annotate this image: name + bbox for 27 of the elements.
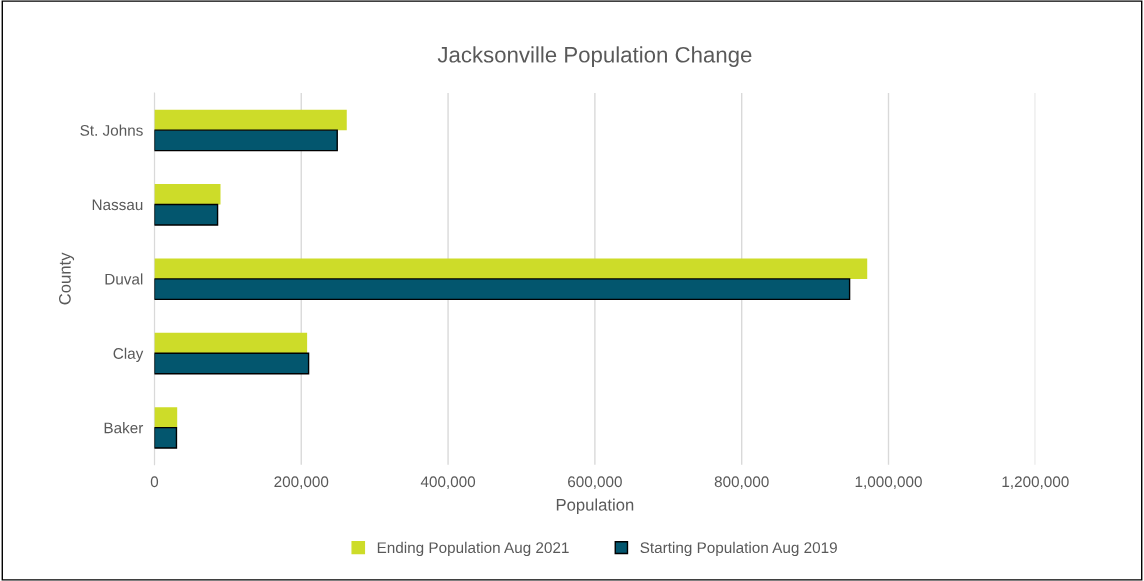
bar [154, 129, 338, 152]
y-tick-label: Clay [113, 347, 144, 362]
y-tick-label: Nassau [92, 199, 143, 211]
x-tick-label: 800,000 [714, 476, 769, 489]
bar [154, 332, 308, 354]
x-tick-label: 1,000,000 [855, 476, 922, 489]
legend-label: Ending Population Aug 2021 [377, 541, 569, 557]
y-tick-label: St. Johns [80, 124, 143, 136]
bar [154, 258, 868, 279]
y-tick-label: Baker [104, 422, 144, 434]
legend-label: Starting Population Aug 2019 [640, 541, 837, 557]
x-tick-label: 600,000 [568, 476, 622, 489]
chart-title: Jacksonville Population Change [437, 46, 752, 68]
y-tick-label: Duval [105, 273, 143, 285]
bar [154, 278, 851, 301]
bar [154, 203, 219, 226]
y-axis-title: County [58, 252, 75, 305]
x-tick-label: 1,200,000 [1002, 476, 1069, 489]
x-tick-label: 400,000 [420, 476, 476, 489]
x-tick-label: 200,000 [274, 476, 329, 489]
bar [154, 352, 310, 375]
bar [154, 407, 178, 428]
x-tick-label: 0 [150, 476, 159, 488]
bar [154, 109, 347, 131]
bar [154, 426, 178, 449]
x-axis-title: Population [556, 498, 634, 515]
bar [154, 184, 221, 205]
